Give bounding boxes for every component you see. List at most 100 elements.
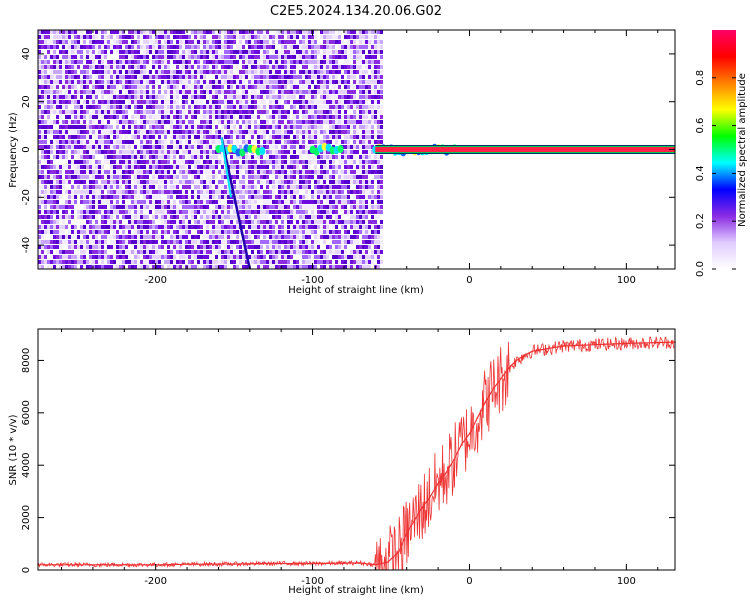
spectrogram-cell bbox=[77, 60, 80, 64]
spectrogram-cell bbox=[71, 55, 74, 59]
spectrogram-cell bbox=[164, 135, 167, 139]
spectrogram-cell bbox=[278, 80, 281, 84]
spectrogram-cell bbox=[359, 60, 362, 64]
spectrogram-cell bbox=[278, 160, 281, 164]
spectrogram-cell bbox=[101, 45, 104, 49]
spectrogram-cell bbox=[137, 75, 140, 79]
spectrogram-cell bbox=[47, 35, 50, 39]
spectrogram-cell bbox=[260, 195, 263, 199]
spectrogram-cell bbox=[212, 60, 215, 64]
spectrogram-cell bbox=[62, 70, 65, 74]
spectrogram-cell bbox=[278, 175, 281, 179]
spectrogram-cell bbox=[131, 80, 134, 84]
spectrogram-cell bbox=[164, 65, 167, 69]
spectrogram-cell bbox=[311, 35, 314, 39]
spectrogram-cell bbox=[338, 165, 341, 169]
spectrogram-cell bbox=[257, 220, 260, 224]
spectrogram-cell bbox=[287, 210, 290, 214]
spectrogram-cell bbox=[158, 245, 161, 249]
spectrogram-cell bbox=[122, 265, 125, 269]
spectrogram-cell bbox=[233, 110, 236, 114]
spectrogram-cell bbox=[173, 205, 176, 209]
spectrogram-cell bbox=[290, 180, 293, 184]
spectrogram-cell bbox=[65, 130, 68, 134]
spectrogram-cell bbox=[80, 60, 83, 64]
spectrogram-cell bbox=[158, 150, 161, 154]
spectrogram-cell bbox=[116, 80, 119, 84]
spectrogram-cell bbox=[161, 215, 164, 219]
spectrogram-cell bbox=[239, 55, 242, 59]
spectrogram-cell bbox=[143, 220, 146, 224]
spectrogram-cell bbox=[110, 130, 113, 134]
spectrogram-cell bbox=[176, 105, 179, 109]
spectrogram-cell bbox=[173, 245, 176, 249]
spectrogram-cell bbox=[197, 45, 200, 49]
spectrogram-cell bbox=[182, 65, 185, 69]
spectrogram-cell bbox=[107, 70, 110, 74]
spectrogram-cell bbox=[341, 125, 344, 129]
spectrogram-cell bbox=[197, 150, 200, 154]
spectrogram-cell bbox=[194, 40, 197, 44]
spectrogram-cell bbox=[53, 190, 56, 194]
spectrogram-cell bbox=[179, 240, 182, 244]
spectrogram-cell bbox=[260, 80, 263, 84]
spectrogram-cell bbox=[77, 80, 80, 84]
spectrogram-cell bbox=[221, 180, 224, 184]
spectrogram-cell bbox=[179, 225, 182, 229]
spectrogram-cell bbox=[107, 60, 110, 64]
spectrogram-cell bbox=[218, 100, 221, 104]
spectrogram-cell bbox=[227, 40, 230, 44]
spectrogram-cell bbox=[377, 250, 380, 254]
spectrogram-cell bbox=[356, 265, 359, 269]
spectrogram-cell bbox=[230, 170, 233, 174]
spectrogram-cell bbox=[68, 160, 71, 164]
spectrogram-cell bbox=[143, 55, 146, 59]
spectrogram-cell bbox=[233, 115, 236, 119]
spectrogram-cell bbox=[290, 65, 293, 69]
spectrogram-cell bbox=[116, 150, 119, 154]
spectrogram-cell bbox=[143, 70, 146, 74]
spectrogram-cell bbox=[203, 90, 206, 94]
spectrogram-cell bbox=[95, 80, 98, 84]
spectrogram-cell bbox=[134, 70, 137, 74]
spectrogram-cell bbox=[227, 160, 230, 164]
spectrogram-cell bbox=[209, 200, 212, 204]
spectrogram-cell bbox=[320, 155, 323, 159]
spectrogram-cell bbox=[164, 95, 167, 99]
spectrogram-cell bbox=[329, 155, 332, 159]
spectrogram-cell bbox=[56, 70, 59, 74]
spectrogram-cell bbox=[284, 240, 287, 244]
spectrogram-cell bbox=[305, 195, 308, 199]
spectrogram-cell bbox=[41, 70, 44, 74]
spectrogram-cell bbox=[347, 120, 350, 124]
spectrogram-cell bbox=[272, 220, 275, 224]
spectrogram-cell bbox=[101, 105, 104, 109]
spectrogram-cell bbox=[263, 140, 266, 144]
spectrogram-cell bbox=[68, 265, 71, 269]
spectrogram-cell bbox=[374, 100, 377, 104]
spectrogram-cell bbox=[206, 120, 209, 124]
spectrogram-cell bbox=[338, 35, 341, 39]
spectrogram-cell bbox=[323, 235, 326, 239]
spectrogram-cell bbox=[56, 110, 59, 114]
spectrogram-cell bbox=[350, 215, 353, 219]
spectrogram-cell bbox=[203, 40, 206, 44]
spectrogram-cell bbox=[185, 115, 188, 119]
spectrogram-cell bbox=[353, 105, 356, 109]
spectrogram-cell bbox=[116, 105, 119, 109]
spectrogram-cell bbox=[263, 130, 266, 134]
spectrogram-cell bbox=[281, 95, 284, 99]
spectrogram-cell bbox=[50, 75, 53, 79]
spectrogram-cell bbox=[47, 55, 50, 59]
spectrogram-cell bbox=[107, 125, 110, 129]
spectrogram-cell bbox=[365, 55, 368, 59]
spectrogram-cell bbox=[320, 185, 323, 189]
spectrogram-cell bbox=[239, 155, 242, 159]
spectrogram-cell bbox=[356, 135, 359, 139]
spectrogram-cell bbox=[275, 205, 278, 209]
spectrogram-cell bbox=[101, 240, 104, 244]
spectrogram-cell bbox=[275, 220, 278, 224]
spectrogram-cell bbox=[128, 50, 131, 54]
spectrogram-cell bbox=[242, 55, 245, 59]
spectrogram-cell bbox=[314, 180, 317, 184]
